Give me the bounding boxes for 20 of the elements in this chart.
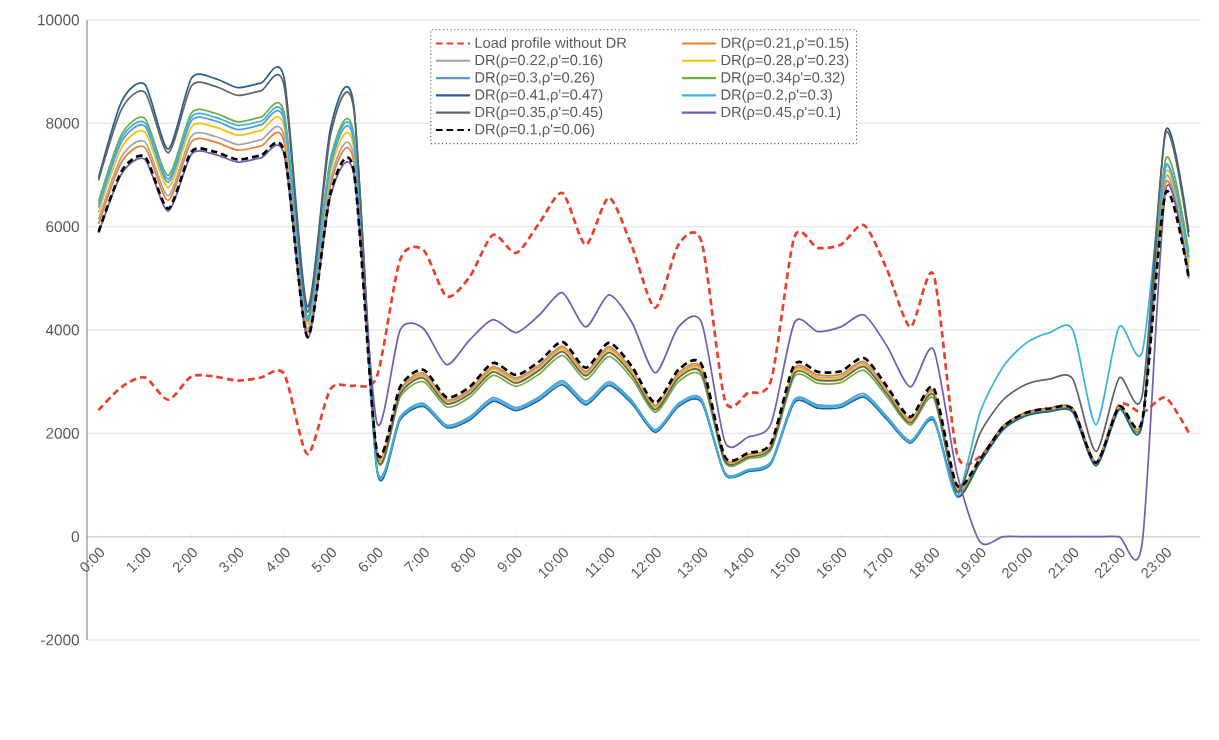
y-tick-label: 8000	[46, 117, 80, 129]
legend-label: DR(ρ=0.1,ρ'=0.06)	[475, 123, 595, 138]
legend-label: DR(ρ=0.2,ρ'=0.3)	[721, 89, 832, 103]
y-tick-label: 4000	[45, 324, 80, 336]
legend-label: Load profile without DR	[475, 37, 627, 51]
y-tick-label: 6000	[46, 221, 80, 233]
legend-label: DR(ρ=0.3,ρ'=0.26)	[475, 71, 595, 86]
x-tick-label: 3:00	[219, 547, 244, 572]
legend-label: DR(ρ=0.21,ρ'=0.15)	[721, 37, 849, 51]
legend-label: DR(ρ=0.34ρ'=0.32)	[721, 71, 845, 86]
y-tick-label: -2000	[41, 634, 80, 646]
x-tick-label: 8:00	[451, 547, 476, 572]
y-tick-label: 2000	[46, 427, 80, 439]
y-tick-label: 0	[71, 531, 80, 543]
legend-label: DR(ρ=0.28,ρ'=0.23)	[721, 54, 849, 69]
legend-label: DR(ρ=0.41,ρ'=0.47)	[475, 89, 603, 103]
y-tick-label: 10000	[38, 14, 80, 26]
legend-label: DR(ρ=0.22,ρ'=0.16)	[475, 54, 603, 69]
legend-label: DR(ρ=0.35,ρ'=0.45)	[475, 106, 603, 120]
legend-label: DR(ρ=0.45,ρ'=0.1)	[721, 106, 841, 120]
